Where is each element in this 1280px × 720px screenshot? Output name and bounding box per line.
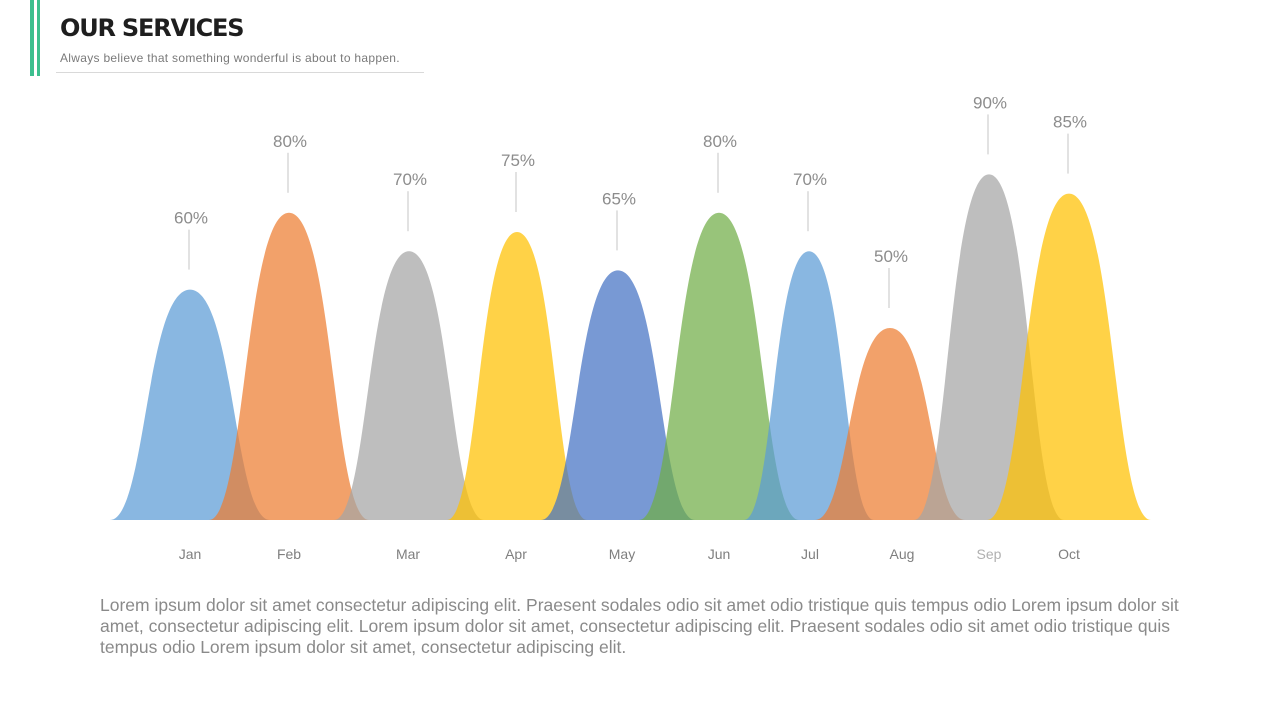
value-label: 65% <box>602 189 636 208</box>
x-tick-label: Sep <box>977 546 1002 562</box>
x-tick-label: Apr <box>505 546 527 562</box>
x-tick-label: Jul <box>801 546 819 562</box>
x-tick-label: Mar <box>396 546 420 562</box>
value-label: 70% <box>793 170 827 189</box>
peak-may <box>541 270 695 520</box>
peak-mar <box>334 251 484 520</box>
value-label: 90% <box>973 93 1007 112</box>
value-label: 60% <box>174 209 208 228</box>
peak-jun <box>639 212 799 521</box>
x-tick-label: May <box>609 546 635 562</box>
value-label: 85% <box>1053 113 1087 132</box>
x-tick-label: Oct <box>1058 546 1080 562</box>
page-subtitle: Always believe that something wonderful … <box>60 51 400 65</box>
accent-bar-thin <box>37 0 40 76</box>
x-tick-label: Feb <box>277 546 301 562</box>
services-chart: 60% 80% 70% 75% 65% 80% 70% 50% 90% 85% Jan Feb Mar… <box>110 93 1151 562</box>
value-label: 70% <box>393 170 427 189</box>
x-tick-label: Jun <box>708 546 731 562</box>
peak-jul <box>744 251 874 520</box>
peak-feb <box>209 212 369 521</box>
body-text: Lorem ipsum dolor sit amet consectetur a… <box>100 595 1179 657</box>
x-tick-label: Jan <box>179 546 202 562</box>
value-label: 75% <box>501 151 535 170</box>
page-title: OUR SERVICES <box>60 14 244 42</box>
accent-bar <box>30 0 34 76</box>
value-label: 80% <box>273 132 307 151</box>
peak-apr <box>447 232 587 520</box>
peak-oct <box>987 193 1151 520</box>
title-divider <box>56 72 424 73</box>
peak-aug <box>815 328 965 520</box>
value-label: 80% <box>703 132 737 151</box>
peak-jan <box>110 289 270 520</box>
x-tick-label: Aug <box>890 546 915 562</box>
value-label: 50% <box>874 247 908 266</box>
